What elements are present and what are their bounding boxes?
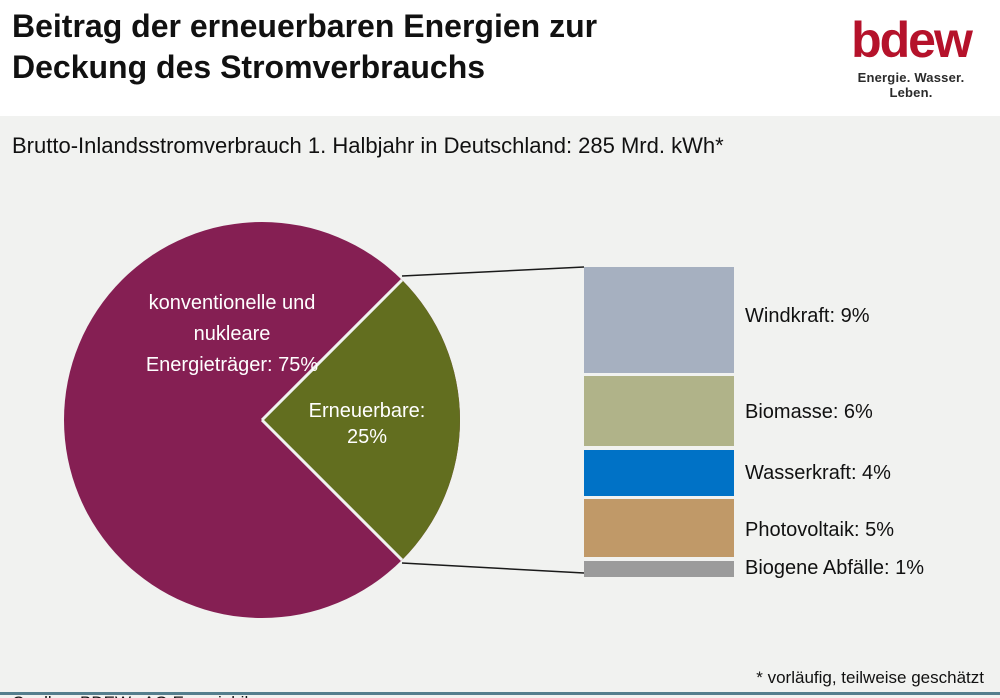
connector-line-top xyxy=(401,266,585,277)
bar-segment-windkraft xyxy=(584,267,734,373)
pie-slice-renewables xyxy=(262,280,460,560)
pie-label-conventional-line-2: nukleare xyxy=(193,323,271,345)
bdew-tagline: Energie. Wasser. Leben. xyxy=(857,70,965,100)
footnote: * vorläufig, teilweise geschätzt xyxy=(756,668,984,687)
connector-line-bottom xyxy=(401,562,585,574)
stacked-bar xyxy=(584,267,734,577)
page-title-line-2: Deckung des Stromverbrauchs xyxy=(12,49,486,85)
bar-label-biogene-abfaelle: Biogene Abfälle: 1% xyxy=(745,557,925,579)
bdew-wordmark: bdew xyxy=(851,12,973,68)
bar-segment-photovoltaik xyxy=(584,499,734,557)
page-title: Beitrag der erneuerbaren Energien zur De… xyxy=(12,6,597,88)
chart-subtitle: Brutto-Inlandsstromverbrauch 1. Halbjahr… xyxy=(12,133,724,158)
bar-segment-biomasse xyxy=(584,376,734,446)
bar-segment-wasserkraft xyxy=(584,450,734,496)
bar-label-biomasse: Biomasse: 6% xyxy=(745,401,873,423)
pie-label-renewables-line-2: 25% xyxy=(346,426,388,448)
pie-label-conventional-line-3: Energieträger: 75% xyxy=(145,354,319,376)
pie-label-renewables-line-1: Erneuerbare: xyxy=(308,400,426,422)
bar-label-windkraft: Windkraft: 9% xyxy=(745,305,870,327)
slice-divider-top xyxy=(260,278,404,422)
bar-label-wasserkraft: Wasserkraft: 4% xyxy=(745,462,891,484)
pie-label-conventional: konventionelle und nukleare Energieträge… xyxy=(112,288,352,381)
source-note: Quellen: BDEW, AG Energiebilanzen, Stand… xyxy=(12,650,299,698)
pie-label-renewables: Erneuerbare: 25% xyxy=(287,398,447,450)
bar-label-photovoltaik: Photovoltaik: 5% xyxy=(745,519,894,541)
bar-segment-biogene-abfaelle xyxy=(584,561,734,577)
slice-divider-bottom xyxy=(260,418,404,562)
bdew-logo: bdew Energie. Wasser. Leben. xyxy=(836,14,986,100)
pie-label-conventional-line-1: konventionelle und xyxy=(148,292,316,314)
page-title-line-1: Beitrag der erneuerbaren Energien zur xyxy=(12,8,598,44)
source-line-1: Quellen: BDEW, AG Energiebilanzen, xyxy=(12,692,299,698)
header: Beitrag der erneuerbaren Energien zur De… xyxy=(0,0,1000,116)
bottom-rule xyxy=(0,692,1000,695)
